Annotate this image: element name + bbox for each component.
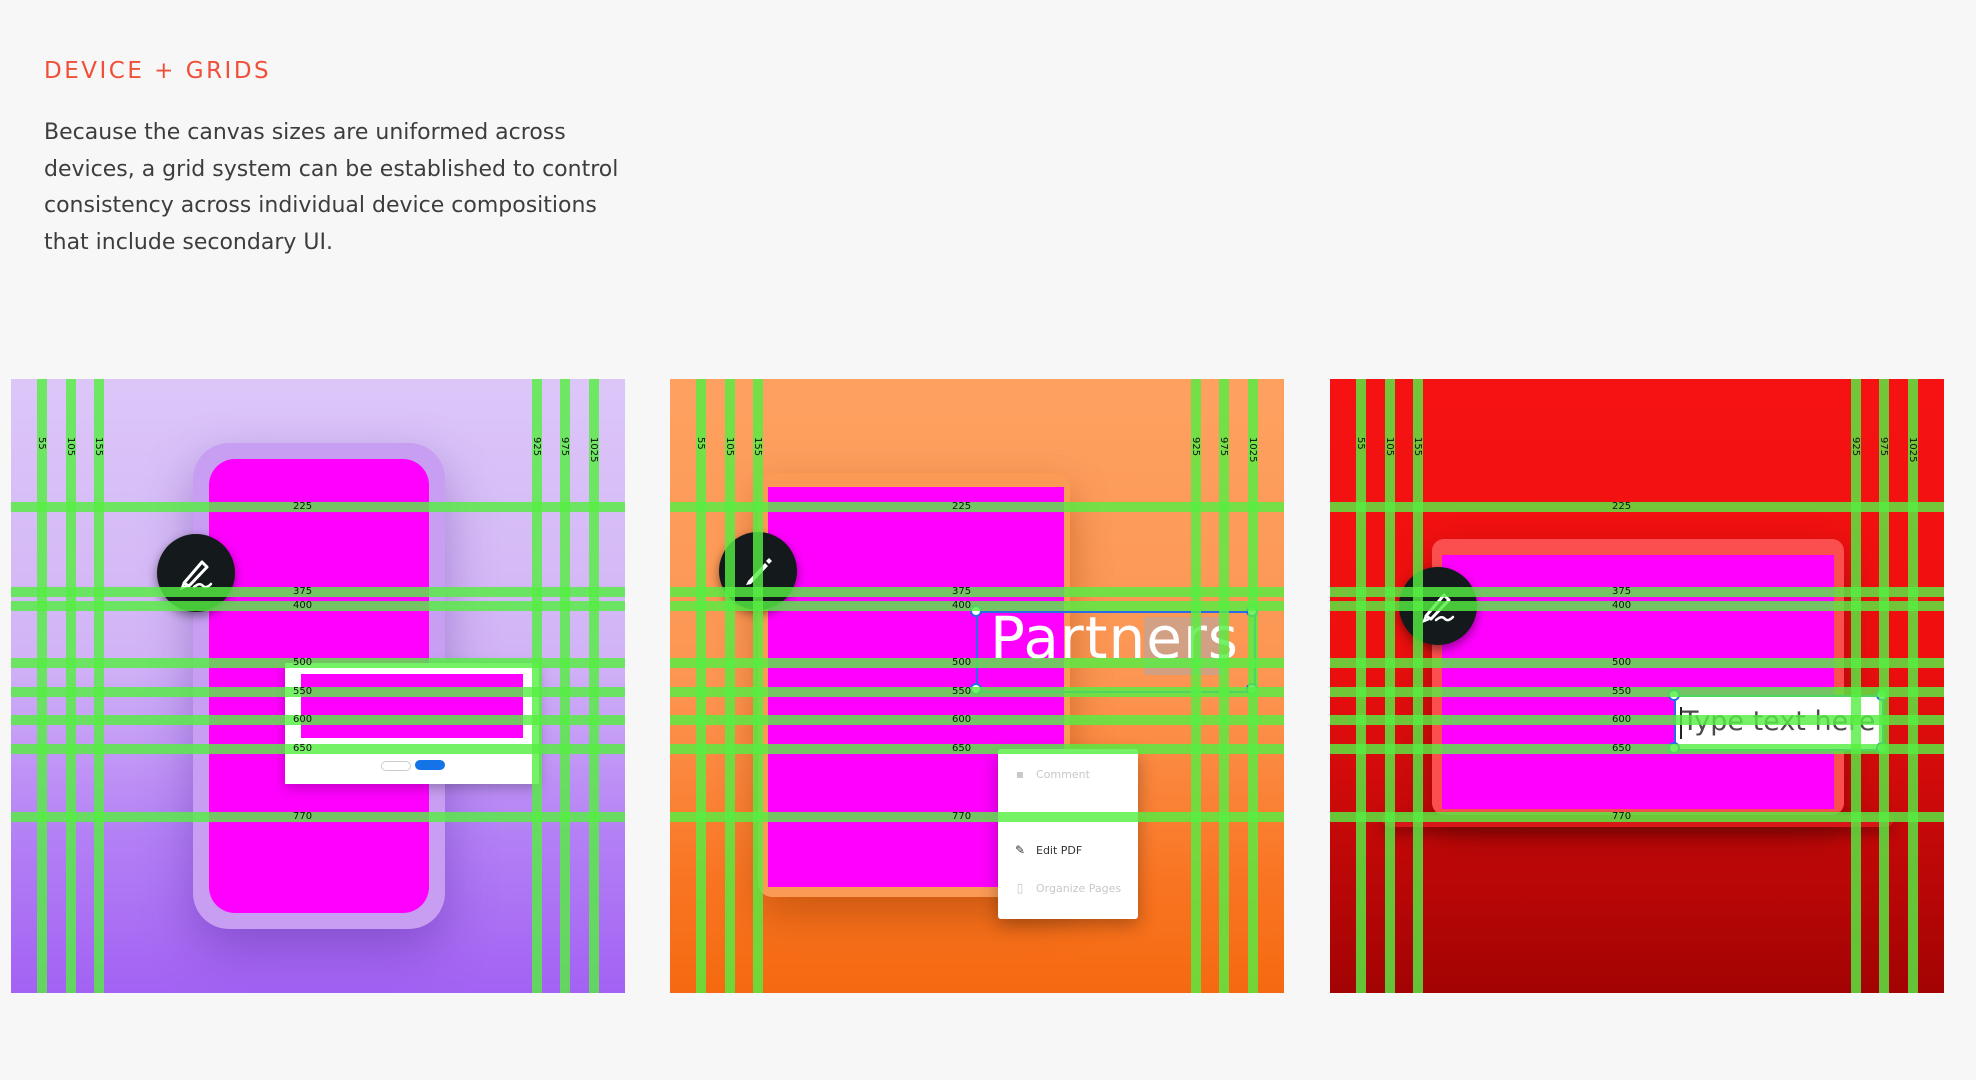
pencil-icon: ✎ xyxy=(1014,843,1026,857)
text-input-value: Type text here xyxy=(1682,706,1876,737)
grid-column-label: 1025 xyxy=(588,437,599,463)
context-menu: ▪ Comment ✎ Edit PDF ▯ Organize Pages xyxy=(998,749,1138,919)
dialog-cancel-button[interactable] xyxy=(381,761,411,771)
grid-column-line xyxy=(1851,379,1861,993)
menu-item-organize-pages[interactable]: ▯ Organize Pages xyxy=(1014,877,1121,899)
grid-column-label: 105 xyxy=(724,437,735,457)
menu-item-label: Edit PDF xyxy=(1036,843,1083,857)
grid-column-label: 925 xyxy=(531,437,542,457)
text-input-box[interactable]: Type text here xyxy=(1674,695,1884,751)
grid-column-line xyxy=(37,379,47,993)
grid-row-line xyxy=(1330,502,1944,512)
grid-column-label: 105 xyxy=(65,437,76,457)
phone-dialog xyxy=(285,663,539,784)
menu-item-comment[interactable]: ▪ Comment xyxy=(1014,763,1090,785)
grid-column-label: 55 xyxy=(1355,437,1366,450)
tablet-grid-panel: Partners ▪ Comment ✎ Edit PDF ▯ Organize… xyxy=(670,379,1284,993)
signature-pen-icon[interactable] xyxy=(1399,567,1477,645)
grid-column-label: 105 xyxy=(1384,437,1395,457)
grid-column-line xyxy=(696,379,706,993)
selection-handle[interactable] xyxy=(1246,683,1258,695)
grid-column-line xyxy=(725,379,735,993)
grid-column-line xyxy=(589,379,599,993)
selection-handle[interactable] xyxy=(1668,689,1680,701)
section-title: DEVICE + GRIDS xyxy=(44,58,272,84)
grid-column-label: 975 xyxy=(1218,437,1229,457)
grid-column-label: 1025 xyxy=(1907,437,1918,463)
selection-handle[interactable] xyxy=(1876,742,1888,754)
selection-handle[interactable] xyxy=(1876,689,1888,701)
grid-column-label: 55 xyxy=(36,437,47,450)
grid-column-line xyxy=(1908,379,1918,993)
menu-item-edit-pdf[interactable]: ✎ Edit PDF xyxy=(1014,839,1082,861)
laptop-base xyxy=(1382,815,1894,827)
section-description: Because the canvas sizes are uniformed a… xyxy=(44,120,619,255)
signature-pen-icon[interactable] xyxy=(157,534,235,612)
grid-column-label: 975 xyxy=(1878,437,1889,457)
grid-column-label: 925 xyxy=(1850,437,1861,457)
grid-column-label: 155 xyxy=(93,437,104,457)
dialog-preview xyxy=(301,674,523,738)
text-selection-box[interactable] xyxy=(976,611,1256,693)
selection-handle[interactable] xyxy=(970,605,982,617)
grid-column-line xyxy=(560,379,570,993)
phone-grid-panel: 55 105 155 925 975 1025 225 375 400 500 550 600 650 7… xyxy=(11,379,625,993)
grid-column-label: 155 xyxy=(752,437,763,457)
grid-row-label: 225 xyxy=(1612,501,1632,512)
selection-handle[interactable] xyxy=(970,683,982,695)
menu-item-label: Comment xyxy=(1036,767,1090,781)
grid-column-label: 925 xyxy=(1190,437,1201,457)
pages-icon: ▯ xyxy=(1016,881,1024,895)
grid-column-line xyxy=(94,379,104,993)
grid-column-line xyxy=(1413,379,1423,993)
selection-handle[interactable] xyxy=(1668,742,1680,754)
pencil-icon[interactable] xyxy=(719,532,797,610)
grid-column-line xyxy=(1879,379,1889,993)
grid-column-line xyxy=(1356,379,1366,993)
grid-column-label: 155 xyxy=(1412,437,1423,457)
dialog-apply-button[interactable] xyxy=(415,760,445,770)
comment-icon: ▪ xyxy=(1015,767,1025,781)
grid-column-line xyxy=(66,379,76,993)
selection-handle[interactable] xyxy=(1246,605,1258,617)
grid-column-label: 1025 xyxy=(1247,437,1258,463)
menu-item-label: Organize Pages xyxy=(1036,881,1122,895)
grid-column-label: 975 xyxy=(559,437,570,457)
grid-column-label: 55 xyxy=(695,437,706,450)
laptop-screen xyxy=(1442,555,1834,809)
grid-column-line xyxy=(1385,379,1395,993)
laptop-grid-panel: Type text here 55 105 155 925 975 1025 225 375 4… xyxy=(1330,379,1944,993)
